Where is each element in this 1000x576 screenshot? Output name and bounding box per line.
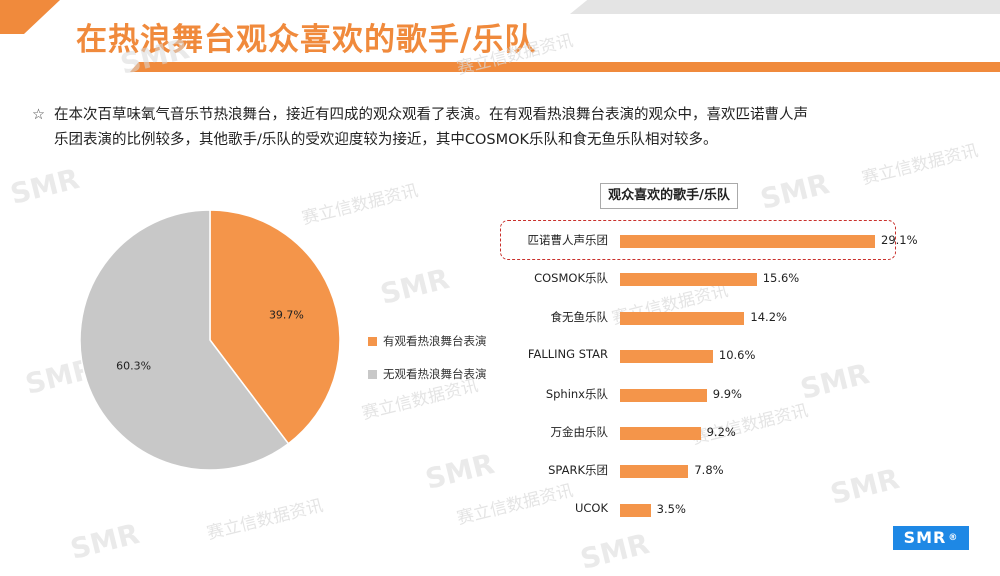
bar-category-label: 食无鱼乐队 bbox=[550, 309, 609, 324]
legend-label-watched: 有观看热浪舞台表演 bbox=[383, 334, 487, 348]
watermark-logo: SMR bbox=[757, 167, 833, 216]
watermark-logo: SMR bbox=[797, 357, 873, 406]
bar bbox=[620, 235, 875, 248]
legend-item-not-watched: 无观看热浪舞台表演 bbox=[368, 366, 487, 382]
pie-label-watched: 39.7% bbox=[269, 308, 304, 321]
star-icon: ☆ bbox=[32, 107, 45, 123]
bar-value-label: 9.9% bbox=[712, 386, 742, 401]
watermark-text: 赛立信数据资讯 bbox=[454, 480, 576, 530]
watermark-logo: SMR bbox=[377, 262, 453, 311]
header-orange-stripe bbox=[0, 0, 60, 34]
pie-slice-watched bbox=[209, 209, 341, 445]
page-title: 在热浪舞台观众喜欢的歌手/乐队 bbox=[76, 22, 537, 58]
header-orange-bar bbox=[130, 62, 1000, 72]
intro-line-2: 乐团表演的比例较多，其他歌手/乐队的受欢迎度较为接近，其中COSMOK乐队和食无… bbox=[54, 132, 718, 148]
bar bbox=[620, 350, 713, 364]
bar bbox=[620, 427, 701, 440]
intro-text: ☆ 在本次百草味氧气音乐节热浪舞台，接近有四成的观众观看了表演。在有观看热浪舞台表… bbox=[32, 103, 932, 153]
watermark-logo: SMR bbox=[422, 447, 498, 496]
watermark-logo: SMR bbox=[67, 517, 143, 566]
bar bbox=[620, 311, 745, 325]
bar-value-label: 14.2% bbox=[750, 309, 787, 324]
bar-category-label: UCOK bbox=[574, 500, 608, 515]
watermark-text: 赛立信数据资讯 bbox=[689, 400, 811, 450]
bar-value-label: 10.6% bbox=[718, 348, 756, 363]
intro-line-1: 在本次百草味氧气音乐节热浪舞台，接近有四成的观众观看了表演。在有观看热浪舞台表演… bbox=[54, 107, 808, 123]
bar-value-label: 15.6% bbox=[762, 271, 800, 286]
registered-mark: ® bbox=[948, 533, 959, 543]
bar-category-label: Sphinx乐队 bbox=[545, 386, 608, 401]
bar bbox=[620, 465, 689, 479]
bar-category-label: FALLING STAR bbox=[527, 347, 608, 362]
bar-category-label: SPARK乐团 bbox=[548, 463, 608, 478]
pie-slice-not-watched bbox=[79, 209, 290, 471]
watermark-text: 赛立信数据资讯 bbox=[204, 495, 326, 545]
watermark-logo: SMR bbox=[577, 527, 653, 576]
pie-label-not-watched: 60.3% bbox=[116, 360, 151, 373]
bar bbox=[620, 503, 651, 517]
legend-item-watched: 有观看热浪舞台表演 bbox=[368, 333, 487, 349]
bar-category-label: COSMOK乐队 bbox=[534, 271, 608, 286]
legend-label-not-watched: 无观看热浪舞台表演 bbox=[383, 367, 487, 381]
header-bar: 在热浪舞台观众喜欢的歌手/乐队 bbox=[0, 0, 1000, 78]
bar-category-label: 匹诺曹人声乐团 bbox=[527, 233, 609, 247]
legend-swatch-not-watched bbox=[368, 369, 377, 379]
bar-value-label: 7.8% bbox=[694, 463, 724, 478]
smr-logo-text: SMR bbox=[903, 528, 947, 547]
bar-value-label: 29.1% bbox=[881, 233, 918, 247]
bar bbox=[620, 388, 707, 402]
smr-logo: SMR ® bbox=[893, 526, 969, 550]
bar-category-label: 万金由乐队 bbox=[550, 425, 609, 439]
pie-chart: 39.7% 60.3% bbox=[79, 209, 341, 471]
bar-value-label: 3.5% bbox=[656, 501, 686, 516]
bar-value-label: 9.2% bbox=[706, 425, 736, 439]
header-grey-stripe bbox=[570, 0, 1000, 14]
bar-chart-title: 观众喜欢的歌手/乐队 bbox=[600, 183, 738, 209]
bar bbox=[620, 273, 757, 287]
highlight-box bbox=[500, 220, 896, 260]
legend-swatch-watched bbox=[368, 336, 377, 346]
watermark-logo: SMR bbox=[827, 462, 903, 511]
